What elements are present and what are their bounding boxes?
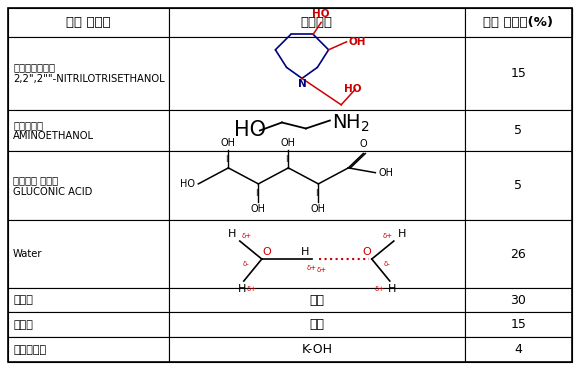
Bar <box>8 287 169 312</box>
Text: H: H <box>387 284 396 294</box>
Bar <box>169 110 465 151</box>
Text: H: H <box>238 284 246 294</box>
Bar <box>169 37 465 110</box>
Text: OH: OH <box>378 168 393 178</box>
Text: OH: OH <box>311 204 326 214</box>
Text: |: | <box>225 155 227 162</box>
Bar <box>169 312 465 337</box>
Text: 15: 15 <box>510 318 527 331</box>
Text: δ-: δ- <box>384 261 390 267</box>
Bar <box>8 337 169 362</box>
Text: OH: OH <box>221 138 236 148</box>
Text: O: O <box>263 247 271 257</box>
Text: 첨가제: 첨가제 <box>13 295 33 305</box>
Bar <box>465 110 572 151</box>
Bar <box>169 221 465 287</box>
Text: H: H <box>398 229 406 239</box>
Bar <box>465 8 572 37</box>
Text: |: | <box>255 189 258 196</box>
Bar <box>8 151 169 221</box>
Text: O: O <box>362 247 371 257</box>
Bar <box>465 337 572 362</box>
Text: HO: HO <box>234 121 266 141</box>
Text: OH: OH <box>281 138 296 148</box>
Text: 트리에탄올아민
2,2",2""-NITRILOTRISETHANOL: 트리에탄올아민 2,2",2""-NITRILOTRISETHANOL <box>13 63 165 84</box>
Text: 15: 15 <box>510 67 527 80</box>
Text: NH$_2$: NH$_2$ <box>332 113 370 134</box>
Text: 5: 5 <box>514 124 523 137</box>
Text: δ+: δ+ <box>317 267 327 273</box>
Text: δ+: δ+ <box>246 286 257 292</box>
Bar <box>8 8 572 37</box>
Bar <box>465 221 572 287</box>
Text: |: | <box>315 189 318 196</box>
Text: O: O <box>360 139 367 149</box>
Text: |: | <box>285 155 288 162</box>
Text: 5: 5 <box>514 179 523 192</box>
Text: δ+: δ+ <box>242 233 252 239</box>
Text: OH: OH <box>251 204 266 214</box>
Bar <box>465 287 572 312</box>
Text: 유화제: 유화제 <box>13 320 33 330</box>
Text: H: H <box>227 229 236 239</box>
Text: 4: 4 <box>514 343 523 356</box>
Bar <box>465 37 572 110</box>
Bar <box>169 337 465 362</box>
Bar <box>8 312 169 337</box>
Text: δ+: δ+ <box>375 286 385 292</box>
Text: Water: Water <box>13 249 42 259</box>
Text: OH: OH <box>349 37 366 47</box>
Text: 에탄올아민
AMINOETHANOL: 에탄올아민 AMINOETHANOL <box>13 120 94 141</box>
Text: 수산화칼륨: 수산화칼륨 <box>13 344 46 354</box>
Text: 미상: 미상 <box>309 318 324 331</box>
Text: 성분 함유율(%): 성분 함유율(%) <box>483 16 553 29</box>
Text: K-OH: K-OH <box>301 343 332 356</box>
Bar <box>465 151 572 221</box>
Text: δ+: δ+ <box>383 233 393 239</box>
Bar <box>169 8 465 37</box>
Text: HO: HO <box>180 179 195 189</box>
Text: δ+: δ+ <box>307 265 317 271</box>
Text: HO: HO <box>345 84 362 94</box>
Bar <box>8 8 169 37</box>
Text: 미상: 미상 <box>309 293 324 307</box>
Text: 30: 30 <box>510 293 527 307</box>
Bar <box>8 221 169 287</box>
Bar <box>8 37 169 110</box>
Bar <box>169 287 465 312</box>
Text: H: H <box>300 247 309 257</box>
Bar <box>465 312 572 337</box>
Text: N: N <box>298 80 306 90</box>
Text: 분자구조: 분자구조 <box>301 16 333 29</box>
Text: 26: 26 <box>510 248 526 260</box>
Bar <box>169 151 465 221</box>
Text: 글루콘산 나트륨
GLUCONIC ACID: 글루콘산 나트륨 GLUCONIC ACID <box>13 175 92 197</box>
Text: δ-: δ- <box>243 261 250 267</box>
Text: 구성 성분명: 구성 성분명 <box>66 16 111 29</box>
Text: HO: HO <box>313 9 330 19</box>
Bar <box>8 110 169 151</box>
